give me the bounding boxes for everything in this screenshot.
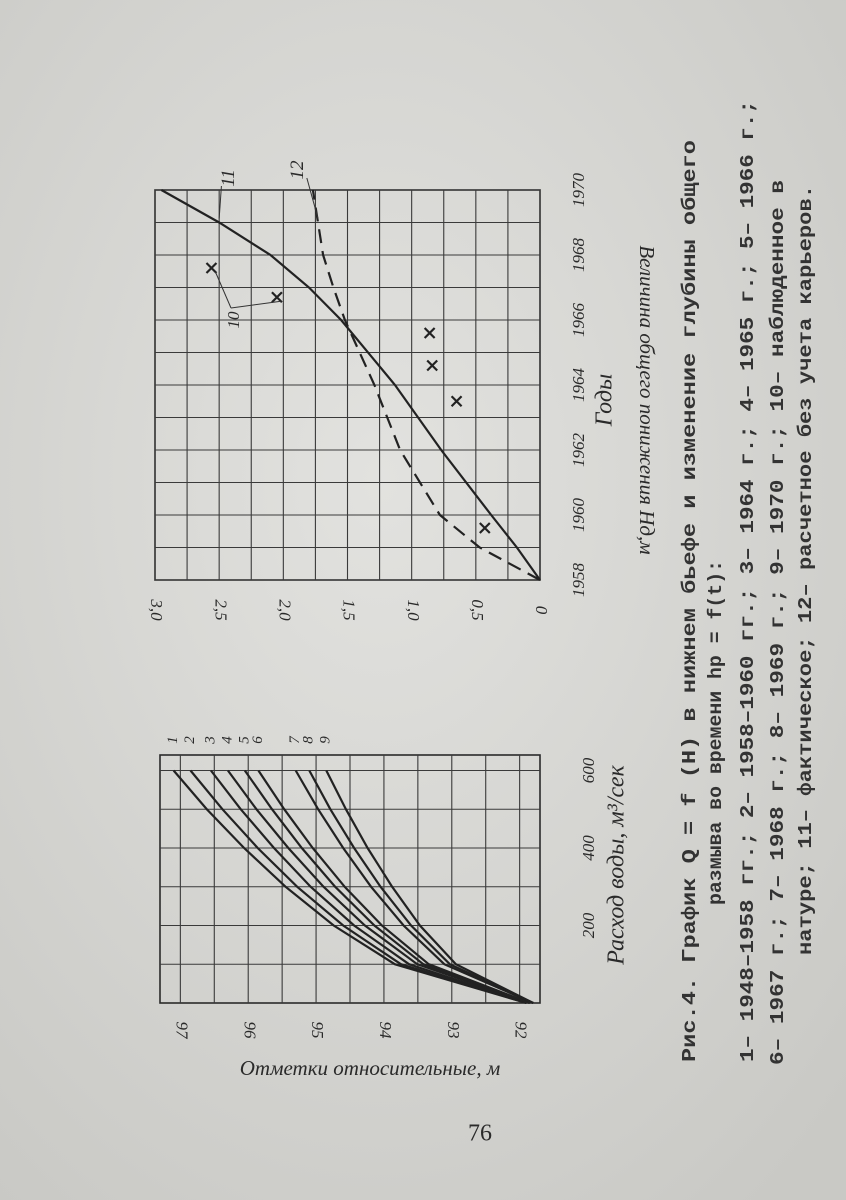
x-tick-label: 600 — [579, 757, 598, 783]
y-tick-label: 0 — [532, 606, 551, 615]
page-number: 76 — [468, 1121, 492, 1147]
curve-label: 10 — [224, 311, 243, 329]
caption-line: Рис.4. График Q = f (H) в нижнем бьефе и… — [679, 140, 701, 1062]
y-tick-label: 92 — [512, 1022, 531, 1040]
curve-label: 6 — [250, 736, 266, 744]
observed-point — [450, 395, 463, 408]
x-axis-label: Расход воды, м³/сек — [604, 764, 630, 965]
y-tick-label: 97 — [172, 1022, 191, 1041]
curve-label: 5 — [236, 736, 252, 744]
y-tick-label: 2,0 — [275, 599, 294, 621]
curve — [294, 769, 534, 1005]
leader-line — [218, 185, 222, 219]
caption-line: натуре; 11– фактическое; 12– расчетное б… — [795, 185, 817, 955]
y-tick-label: 0,5 — [468, 599, 487, 620]
observed-point — [271, 291, 283, 304]
y-tick-label: 93 — [444, 1022, 463, 1039]
curve-label: 9 — [318, 736, 334, 744]
caption-line: 6– 1967 г.; 7– 1968 г.; 8– 1969 г.; 9– 1… — [767, 180, 789, 1065]
x-tick-label: 1968 — [569, 238, 588, 273]
curve-label: 11 — [218, 169, 239, 187]
curve — [227, 769, 531, 1005]
x-tick-label: 1962 — [569, 433, 588, 468]
curve-label: 2 — [182, 736, 198, 744]
y-tick-label: 95 — [308, 1022, 327, 1039]
curve-label: 3 — [202, 736, 218, 745]
caption-line: 1– 1948–1958 гг.; 2– 1958–1960 гг.; 3– 1… — [737, 100, 759, 1062]
curve — [257, 769, 531, 1005]
x-axis-label: Годы — [592, 374, 618, 428]
curve — [243, 769, 531, 1005]
curve — [325, 770, 534, 1004]
x-tick-label: 1966 — [569, 303, 588, 338]
observed-point — [479, 522, 491, 534]
curve-label: 7 — [287, 735, 303, 744]
observed-point — [426, 359, 438, 372]
x-tick-label: 1964 — [569, 368, 588, 403]
y-tick-label: 3,0 — [147, 598, 166, 621]
x-tick-label: 1960 — [569, 498, 588, 533]
y-tick-label: 1,5 — [340, 599, 359, 620]
y-tick-label: 96 — [240, 1022, 259, 1040]
curve — [311, 189, 541, 581]
leader-line — [215, 271, 232, 309]
curve-label: 4 — [219, 736, 235, 744]
x-tick-label: 1958 — [569, 563, 588, 598]
y-tick-label: 1,0 — [404, 599, 423, 621]
curve — [308, 769, 534, 1004]
y-axis-label: Величина общего понижения Hд,м — [635, 245, 659, 554]
observed-point — [423, 327, 436, 339]
curve — [160, 189, 541, 581]
curve — [189, 769, 527, 1005]
x-tick-label: 400 — [579, 835, 598, 861]
leader-line — [230, 300, 281, 309]
x-tick-label: 1970 — [569, 173, 588, 208]
caption-line: размыва во времени hр = f(t): — [705, 560, 727, 905]
curve — [172, 769, 527, 1005]
y-tick-label: 94 — [376, 1022, 395, 1040]
x-tick-label: 200 — [579, 912, 598, 938]
leader-line — [306, 177, 319, 219]
curve-label: 8 — [301, 736, 317, 744]
curve — [210, 769, 527, 1005]
curve-label: 1 — [165, 736, 181, 744]
curve-label: 12 — [287, 160, 308, 180]
y-tick-label: 2,5 — [211, 599, 230, 620]
y-axis-label: Отметки относительные, м — [240, 1056, 500, 1080]
observed-point — [205, 262, 218, 274]
